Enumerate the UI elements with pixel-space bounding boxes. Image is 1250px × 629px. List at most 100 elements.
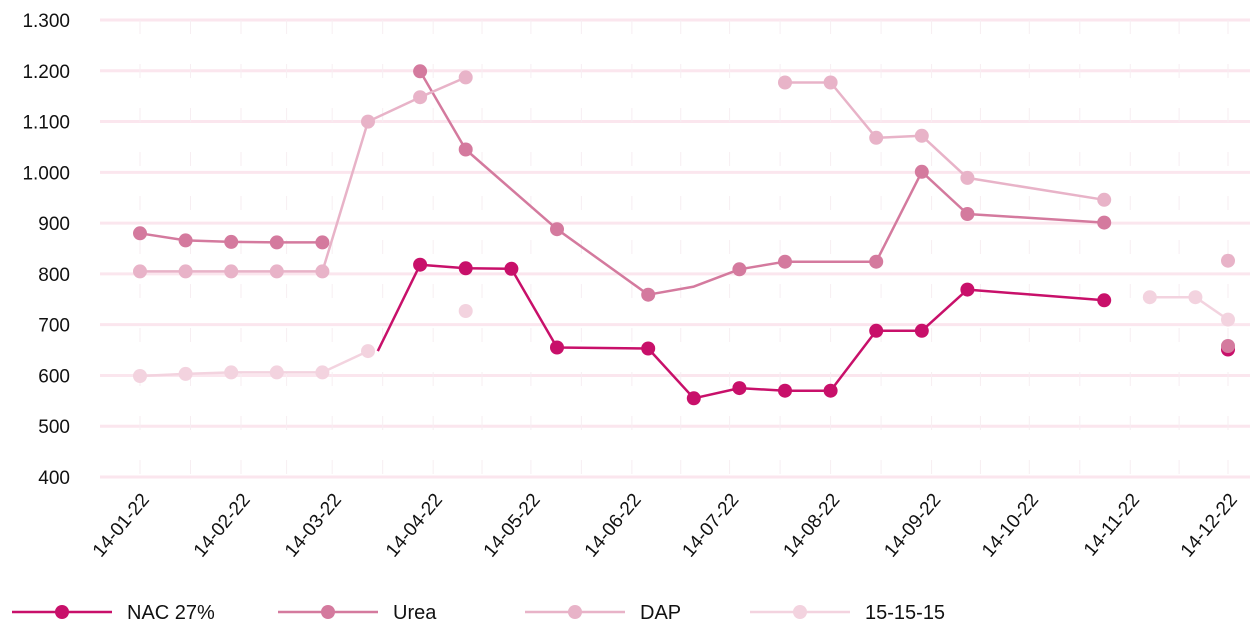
data-point — [504, 261, 519, 276]
data-point — [133, 369, 147, 383]
series-layer — [133, 64, 1235, 406]
y-axis: 1.300 1.200 1.100 1.000 900 800 700 600 500 400 — [22, 11, 70, 489]
data-point — [914, 323, 929, 338]
y-tick-label: 500 — [38, 417, 70, 438]
y-tick-label: 400 — [38, 468, 70, 489]
data-point — [823, 383, 838, 398]
data-point — [1221, 312, 1235, 327]
y-tick-label: 1.300 — [22, 11, 70, 32]
data-point — [914, 128, 929, 143]
x-axis: 14-01-22 14-02-22 14-03-22 14-04-22 14-05-22… — [89, 490, 1242, 562]
data-point — [133, 264, 147, 279]
data-point — [361, 114, 375, 129]
y-tick-label: 700 — [38, 316, 70, 337]
data-point — [1221, 253, 1235, 268]
legend-item: 15-15-15 — [750, 602, 945, 624]
legend-item: Urea — [278, 602, 437, 624]
data-point — [550, 222, 564, 237]
data-point — [178, 264, 193, 279]
legend-item: DAP — [525, 602, 681, 624]
data-point — [732, 262, 747, 277]
series-line — [376, 263, 1105, 400]
data-point — [361, 344, 375, 359]
data-point — [960, 207, 975, 221]
series-line — [1149, 295, 1229, 321]
series-1 — [133, 64, 1235, 353]
data-point — [778, 254, 792, 269]
y-tick-label: 1.200 — [22, 62, 70, 83]
x-tick-label: 14-05-22 — [480, 490, 545, 562]
data-point — [869, 130, 884, 145]
data-point — [1221, 339, 1235, 353]
series-line — [785, 81, 1105, 202]
x-tick-label: 14-04-22 — [382, 490, 447, 562]
x-tick-label: 14-09-22 — [880, 490, 945, 562]
x-tick-label: 14-08-22 — [779, 490, 844, 562]
data-point — [133, 226, 147, 241]
y-tick-label: 1.100 — [22, 113, 70, 134]
data-point — [458, 261, 473, 276]
data-point — [413, 257, 428, 272]
x-tick-label: 14-06-22 — [581, 490, 646, 562]
data-point — [550, 340, 564, 355]
legend-marker — [793, 605, 807, 619]
y-tick-label: 1.000 — [22, 163, 70, 184]
legend-marker — [55, 605, 69, 619]
data-point — [224, 365, 239, 380]
series-0 — [376, 257, 1235, 406]
data-point — [914, 164, 929, 179]
x-tick-label: 14-11-22 — [1080, 490, 1144, 561]
data-point — [1142, 290, 1157, 305]
legend-marker — [568, 605, 582, 619]
data-point — [778, 75, 792, 90]
legend-label: DAP — [640, 602, 681, 624]
legend-label: Urea — [393, 602, 437, 624]
data-point — [178, 366, 193, 381]
data-point — [224, 234, 239, 249]
series-line — [139, 349, 369, 378]
data-point — [641, 287, 656, 302]
legend-label: NAC 27% — [127, 602, 215, 624]
data-point — [1188, 290, 1203, 305]
data-point — [960, 282, 975, 297]
data-point — [269, 264, 284, 279]
x-tick-label: 14-12-22 — [1177, 490, 1242, 562]
data-point — [732, 381, 747, 396]
data-point — [315, 235, 330, 250]
data-point — [960, 170, 975, 185]
y-tick-label: 600 — [38, 366, 70, 387]
data-point — [686, 391, 701, 406]
x-tick-label: 14-10-22 — [978, 490, 1043, 562]
data-point — [269, 235, 284, 250]
data-point — [869, 254, 884, 269]
data-point — [269, 365, 284, 380]
data-point — [458, 304, 473, 318]
data-point — [178, 233, 193, 248]
data-point — [315, 264, 330, 279]
data-point — [1097, 293, 1112, 308]
data-point — [641, 341, 656, 356]
data-point — [224, 264, 239, 279]
x-tick-label: 14-03-22 — [281, 490, 346, 562]
y-tick-label: 900 — [38, 214, 70, 235]
data-point — [458, 70, 473, 85]
legend: NAC 27% Urea DAP 15-15-15 — [12, 602, 945, 624]
data-point — [1097, 192, 1112, 207]
legend-label: 15-15-15 — [865, 602, 945, 624]
y-tick-label: 800 — [38, 265, 70, 286]
data-point — [315, 365, 330, 380]
data-point — [413, 64, 428, 79]
x-tick-label: 14-01-22 — [89, 490, 154, 562]
data-point — [458, 142, 473, 157]
series-3 — [133, 290, 1235, 383]
x-tick-label: 14-02-22 — [190, 490, 255, 562]
x-tick-label: 14-07-22 — [678, 490, 743, 562]
legend-marker — [321, 605, 335, 619]
grid-layer — [100, 18, 1250, 479]
data-point — [869, 323, 884, 338]
data-point — [778, 383, 792, 398]
series-2 — [133, 70, 1235, 279]
data-point — [413, 90, 428, 105]
